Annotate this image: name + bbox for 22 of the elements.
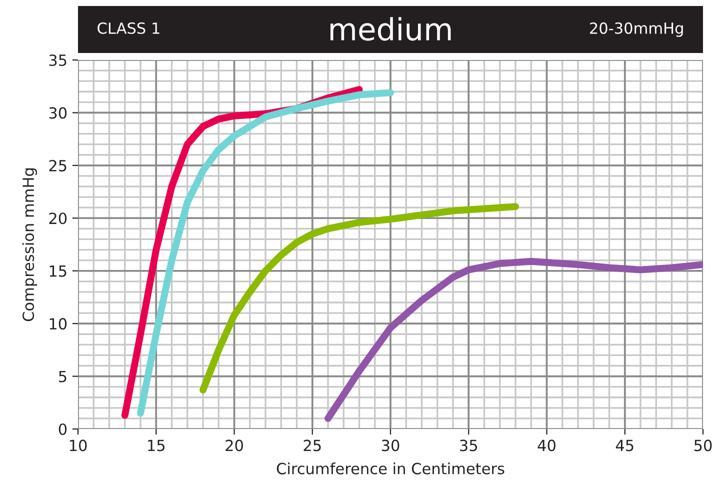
- x-axis-title: Circumference in Centimeters: [276, 462, 504, 474]
- y-tick-label: 20: [49, 212, 67, 224]
- y-tick-label: 15: [50, 266, 66, 277]
- x-tick-label: 40: [538, 440, 556, 452]
- y-tick-label: 35: [49, 54, 66, 66]
- y-tick-label: 10: [50, 318, 67, 330]
- x-tick-label: 10: [70, 440, 87, 452]
- chart-title: medium: [330, 17, 451, 41]
- x-tick-label: 20: [226, 440, 243, 452]
- x-tick-label: 25: [304, 440, 321, 452]
- x-tick-label: 35: [460, 440, 478, 452]
- x-tick-label: 45: [616, 440, 634, 452]
- y-tick-label: 30: [49, 107, 67, 119]
- x-tick-label: 50: [694, 440, 712, 452]
- y-tick-label: 0: [58, 423, 67, 436]
- y-tick-label: 5: [59, 370, 66, 382]
- y-tick-label: 25: [49, 160, 66, 172]
- y-axis-title: Compression mmHg: [22, 168, 38, 322]
- text: 20-30mmHg: [590, 22, 683, 37]
- x-tick-label: 15: [148, 440, 165, 452]
- x-tick-label: 30: [382, 440, 400, 452]
- text: CLASS 1: [98, 22, 160, 34]
